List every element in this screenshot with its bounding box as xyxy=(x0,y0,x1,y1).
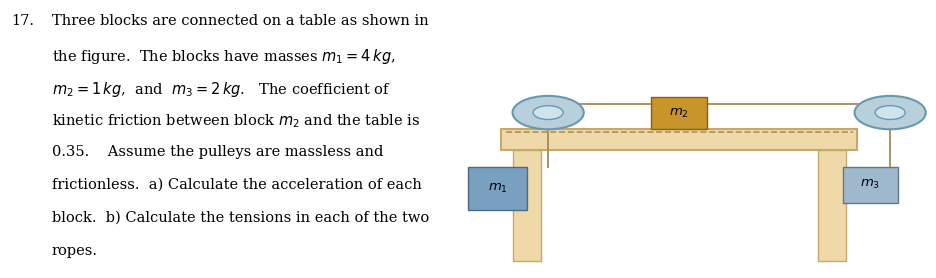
Bar xyxy=(817,150,845,261)
Bar xyxy=(501,129,856,150)
Bar xyxy=(468,167,526,210)
Ellipse shape xyxy=(533,106,563,120)
Text: 0.35.    Assume the pulleys are massless and: 0.35. Assume the pulleys are massless an… xyxy=(51,145,383,159)
Ellipse shape xyxy=(874,106,904,120)
Bar xyxy=(512,150,540,261)
Text: block.  b) Calculate the tensions in each of the two: block. b) Calculate the tensions in each… xyxy=(51,211,429,225)
Bar xyxy=(651,97,707,129)
Text: $m_3$: $m_3$ xyxy=(859,178,880,192)
Text: frictionless.  a) Calculate the acceleration of each: frictionless. a) Calculate the accelerat… xyxy=(51,178,421,192)
Text: $m_1$: $m_1$ xyxy=(487,182,507,195)
Text: ropes.: ropes. xyxy=(51,244,97,257)
Text: Three blocks are connected on a table as shown in: Three blocks are connected on a table as… xyxy=(51,14,428,28)
Text: $m_2 = 1\,kg$,  and  $m_3 = 2\,kg$.   The coefficient of: $m_2 = 1\,kg$, and $m_3 = 2\,kg$. The co… xyxy=(51,80,389,98)
Ellipse shape xyxy=(512,96,583,129)
Text: kinetic friction between block $m_2$ and the table is: kinetic friction between block $m_2$ and… xyxy=(51,112,419,130)
Ellipse shape xyxy=(854,96,925,129)
Text: the figure.  The blocks have masses $m_1 = 4\,kg$,: the figure. The blocks have masses $m_1 … xyxy=(51,47,395,66)
Bar xyxy=(842,167,897,203)
Text: 17.: 17. xyxy=(11,14,35,28)
Text: $m_2$: $m_2$ xyxy=(668,107,689,120)
